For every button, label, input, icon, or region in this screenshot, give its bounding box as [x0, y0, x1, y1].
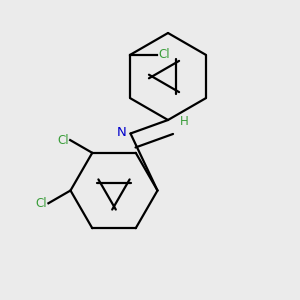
Text: H: H: [179, 115, 188, 128]
Text: Cl: Cl: [159, 48, 170, 61]
Text: N: N: [117, 126, 127, 139]
Text: Cl: Cl: [35, 197, 47, 210]
Text: Cl: Cl: [57, 134, 69, 147]
